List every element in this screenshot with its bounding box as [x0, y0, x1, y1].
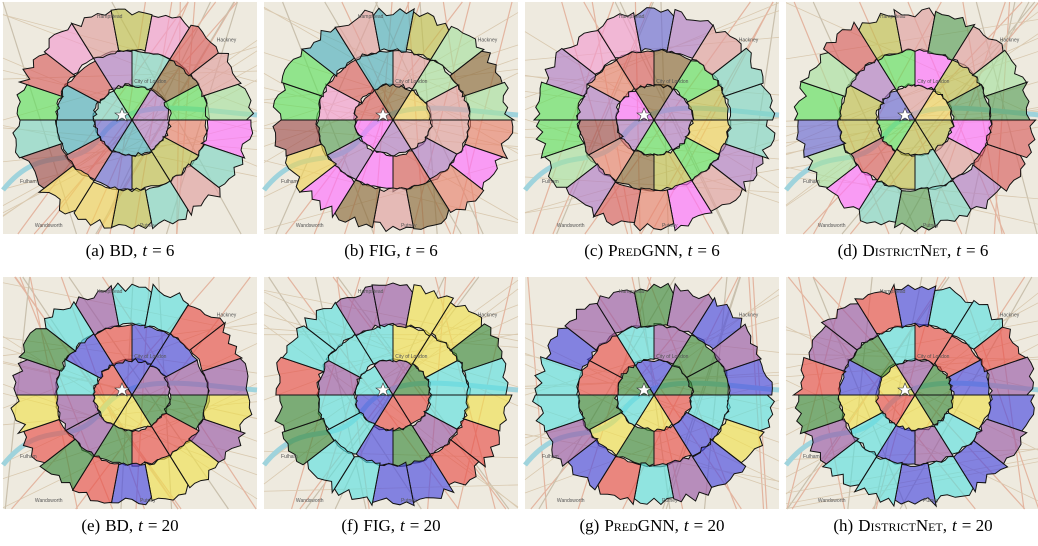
map-label: City of London — [134, 354, 166, 360]
map-label: City of London — [656, 354, 688, 360]
map-label: Hampstead — [619, 14, 645, 20]
caption-tag: (c) — [584, 241, 603, 260]
map-label: Hampstead — [97, 14, 123, 20]
map-label: Wandsworth — [818, 223, 846, 229]
map-label: Hampstead — [97, 289, 123, 295]
map-panel: Hampstead Hackney City of London Fulham Wand… — [264, 2, 518, 234]
map-label: City of London — [134, 79, 166, 85]
map-label: Wandsworth — [35, 223, 63, 229]
caption-value: = 6 — [697, 241, 719, 260]
map-label: Hampstead — [880, 289, 906, 295]
caption-value: = 20 — [410, 516, 441, 535]
map-label: City of London — [656, 79, 688, 85]
map-label: Hampstead — [358, 14, 384, 20]
map-label: Wandsworth — [296, 223, 324, 229]
map-label: Hackney — [739, 312, 759, 318]
caption-variable: t — [406, 241, 412, 260]
caption-value: = 6 — [415, 241, 437, 260]
caption-variable: t — [956, 241, 962, 260]
caption-variable: t — [952, 516, 958, 535]
map-panel: Hampstead Hackney City of London Fulham Wand… — [525, 277, 779, 509]
map-label: Hampstead — [358, 289, 384, 295]
map-label: Putney — [140, 498, 156, 504]
map-panel: Hampstead Hackney City of London Fulham Wand… — [3, 2, 257, 234]
map-label: Hackney — [1000, 37, 1020, 43]
caption: (g)PredGNN, t= 20 — [580, 516, 725, 535]
caption-method: PredGNN, — [608, 241, 683, 260]
map-label: Hackney — [217, 312, 237, 318]
map-label: Wandsworth — [35, 498, 63, 504]
map-label: City of London — [395, 79, 427, 85]
map-label: Wandsworth — [818, 498, 846, 504]
map-label: Putney — [662, 223, 678, 229]
map-label: Wandsworth — [296, 498, 324, 504]
map-label: Fulham — [542, 454, 559, 460]
map-panel: Hampstead Hackney City of London Fulham Wand… — [786, 277, 1038, 509]
caption: (c) PredGNN, t= 6 — [584, 241, 720, 260]
caption-value: = 6 — [152, 241, 174, 260]
caption: (a)BD, t= 6 — [86, 241, 175, 260]
caption: (b) FIG, t= 6 — [344, 241, 438, 260]
map-label: City of London — [917, 354, 949, 360]
map-label: Putney — [140, 223, 156, 229]
map-label: City of London — [917, 79, 949, 85]
caption: (h) DistrictNet, t= 20 — [833, 516, 992, 535]
map-label: Hackney — [217, 37, 237, 43]
caption-method: BD, — [109, 241, 137, 260]
figure: Hampstead Hackney City of London Fulham Wand… — [0, 0, 1038, 546]
caption: (f) FIG, t= 20 — [341, 516, 440, 535]
caption: (d)DistrictNet, t= 6 — [838, 241, 989, 260]
map-label: Hampstead — [880, 14, 906, 20]
map-label: Hackney — [1000, 312, 1020, 318]
map-label: Putney — [401, 498, 417, 504]
caption-method: DistrictNet, — [858, 516, 947, 535]
caption-tag: (a) — [86, 241, 105, 260]
map-label: Putney — [401, 223, 417, 229]
map-label: Fulham — [803, 179, 820, 185]
map-label: Fulham — [542, 179, 559, 185]
caption-variable: t — [138, 516, 144, 535]
caption-value: = 20 — [694, 516, 725, 535]
map-panel: Hampstead Hackney City of London Fulham Wand… — [525, 2, 779, 234]
map-label: Wandsworth — [557, 498, 585, 504]
map-label: Hackney — [739, 37, 759, 43]
caption-variable: t — [142, 241, 148, 260]
caption-tag: (g) — [580, 516, 600, 535]
map-label: Hackney — [478, 37, 498, 43]
map-label: Fulham — [281, 454, 298, 460]
caption-tag: (d) — [838, 241, 858, 260]
map-label: Putney — [662, 498, 678, 504]
map-panel: Hampstead Hackney City of London Fulham Wand… — [3, 277, 257, 509]
map-label: Hampstead — [619, 289, 645, 295]
map-panel: Hampstead Hackney City of London Fulham Wand… — [264, 277, 518, 509]
map-label: Putney — [923, 498, 939, 504]
map-label: Fulham — [20, 454, 37, 460]
caption-value: = 6 — [966, 241, 988, 260]
map-label: Putney — [923, 223, 939, 229]
caption-variable: t — [400, 516, 406, 535]
caption: (e) BD, t= 20 — [81, 516, 178, 535]
caption-tag: (f) — [341, 516, 358, 535]
caption-tag: (e) — [81, 516, 100, 535]
caption-value: = 20 — [962, 516, 993, 535]
map-panel: Hampstead Hackney City of London Fulham Wand… — [786, 2, 1038, 234]
caption-method: PredGNN, — [604, 516, 679, 535]
caption-method: BD, — [105, 516, 133, 535]
map-label: Wandsworth — [557, 223, 585, 229]
map-label: Hackney — [478, 312, 498, 318]
map-label: Fulham — [803, 454, 820, 460]
caption-variable: t — [688, 241, 694, 260]
caption-tag: (h) — [833, 516, 853, 535]
caption-tag: (b) — [344, 241, 364, 260]
caption-method: FIG, — [363, 516, 395, 535]
map-label: City of London — [395, 354, 427, 360]
caption-method: FIG, — [369, 241, 401, 260]
caption-variable: t — [684, 516, 690, 535]
map-label: Fulham — [20, 179, 37, 185]
map-label: Fulham — [281, 179, 298, 185]
caption-value: = 20 — [148, 516, 179, 535]
caption-method: DistrictNet, — [862, 241, 951, 260]
